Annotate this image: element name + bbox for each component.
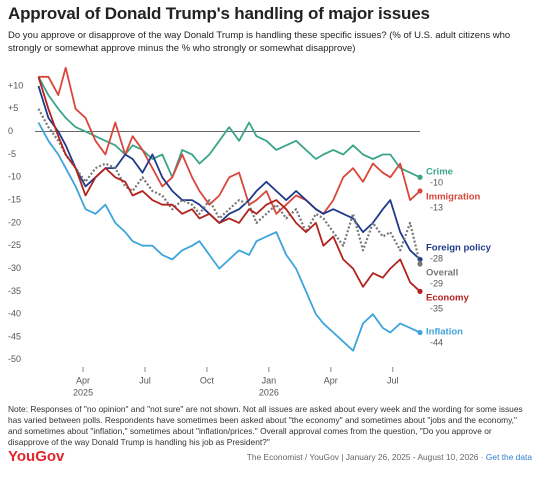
- series-label: Inflation: [426, 327, 463, 338]
- end-point: [417, 288, 423, 294]
- y-tick-label: -20: [8, 217, 21, 227]
- y-tick-label: -50: [8, 354, 21, 364]
- series-end-value: -29: [430, 278, 443, 288]
- series-end-value: -13: [430, 202, 443, 212]
- source: The Economist / YouGov | January 26, 202…: [246, 452, 484, 462]
- x-tick-label: Jan: [262, 375, 277, 385]
- x-year-label: 2025: [73, 387, 93, 397]
- end-point: [417, 329, 423, 336]
- y-tick-label: -5: [8, 149, 16, 159]
- series-line: [37, 76, 421, 179]
- brand-logo: YouGov: [8, 448, 65, 465]
- y-tick-label: -35: [8, 286, 21, 296]
- series-label: Overall: [426, 268, 458, 279]
- chart: +10 +5 0 -5 -10 -15 -20 -25 -30 -35 -40 -45 -50 Apr Ju…: [8, 66, 492, 397]
- end-point: [417, 261, 423, 267]
- x-tick-label: Jul: [387, 375, 399, 385]
- series-end-value: -35: [430, 303, 443, 313]
- series-line: [37, 122, 421, 352]
- series-end-value: -44: [430, 337, 443, 347]
- series-line: [37, 85, 421, 261]
- series-end-value: -28: [430, 253, 443, 263]
- series-label: Crime: [426, 167, 453, 178]
- series-line: [38, 66, 421, 215]
- end-point: [417, 188, 423, 194]
- footer: The Economist / YouGov | January 26, 202…: [247, 452, 532, 462]
- series-label: Foreign policy: [426, 243, 492, 254]
- y-tick-label: +5: [8, 103, 18, 113]
- x-tick-label: Apr: [324, 375, 338, 385]
- series-label: Immigration: [426, 192, 481, 203]
- y-tick-label: 0: [8, 126, 13, 136]
- x-tick-label: Apr: [76, 375, 90, 385]
- y-tick-label: -30: [8, 263, 21, 273]
- series-label: Economy: [426, 293, 469, 304]
- y-tick-label: -10: [8, 172, 21, 182]
- y-tick-label: +10: [8, 80, 23, 90]
- y-tick-label: -15: [8, 194, 21, 204]
- note: Note: Responses of "no opinion" and "not…: [8, 404, 523, 447]
- y-tick-label: -25: [8, 240, 21, 250]
- y-tick-label: -40: [8, 309, 21, 319]
- series-line: [37, 76, 421, 293]
- x-tick-label: Jul: [139, 375, 151, 385]
- chart-subtitle: Do you approve or disapprove of the way …: [8, 30, 511, 54]
- x-year-label: 2026: [259, 387, 279, 397]
- x-tick-label: Oct: [200, 375, 215, 385]
- end-point: [417, 174, 423, 180]
- y-tick-label: -45: [8, 331, 21, 341]
- series-end-value: -10: [430, 177, 443, 187]
- data-link[interactable]: Get the data: [485, 452, 532, 462]
- series-line: [37, 108, 422, 265]
- chart-title: Approval of Donald Trump's handling of m…: [8, 4, 430, 23]
